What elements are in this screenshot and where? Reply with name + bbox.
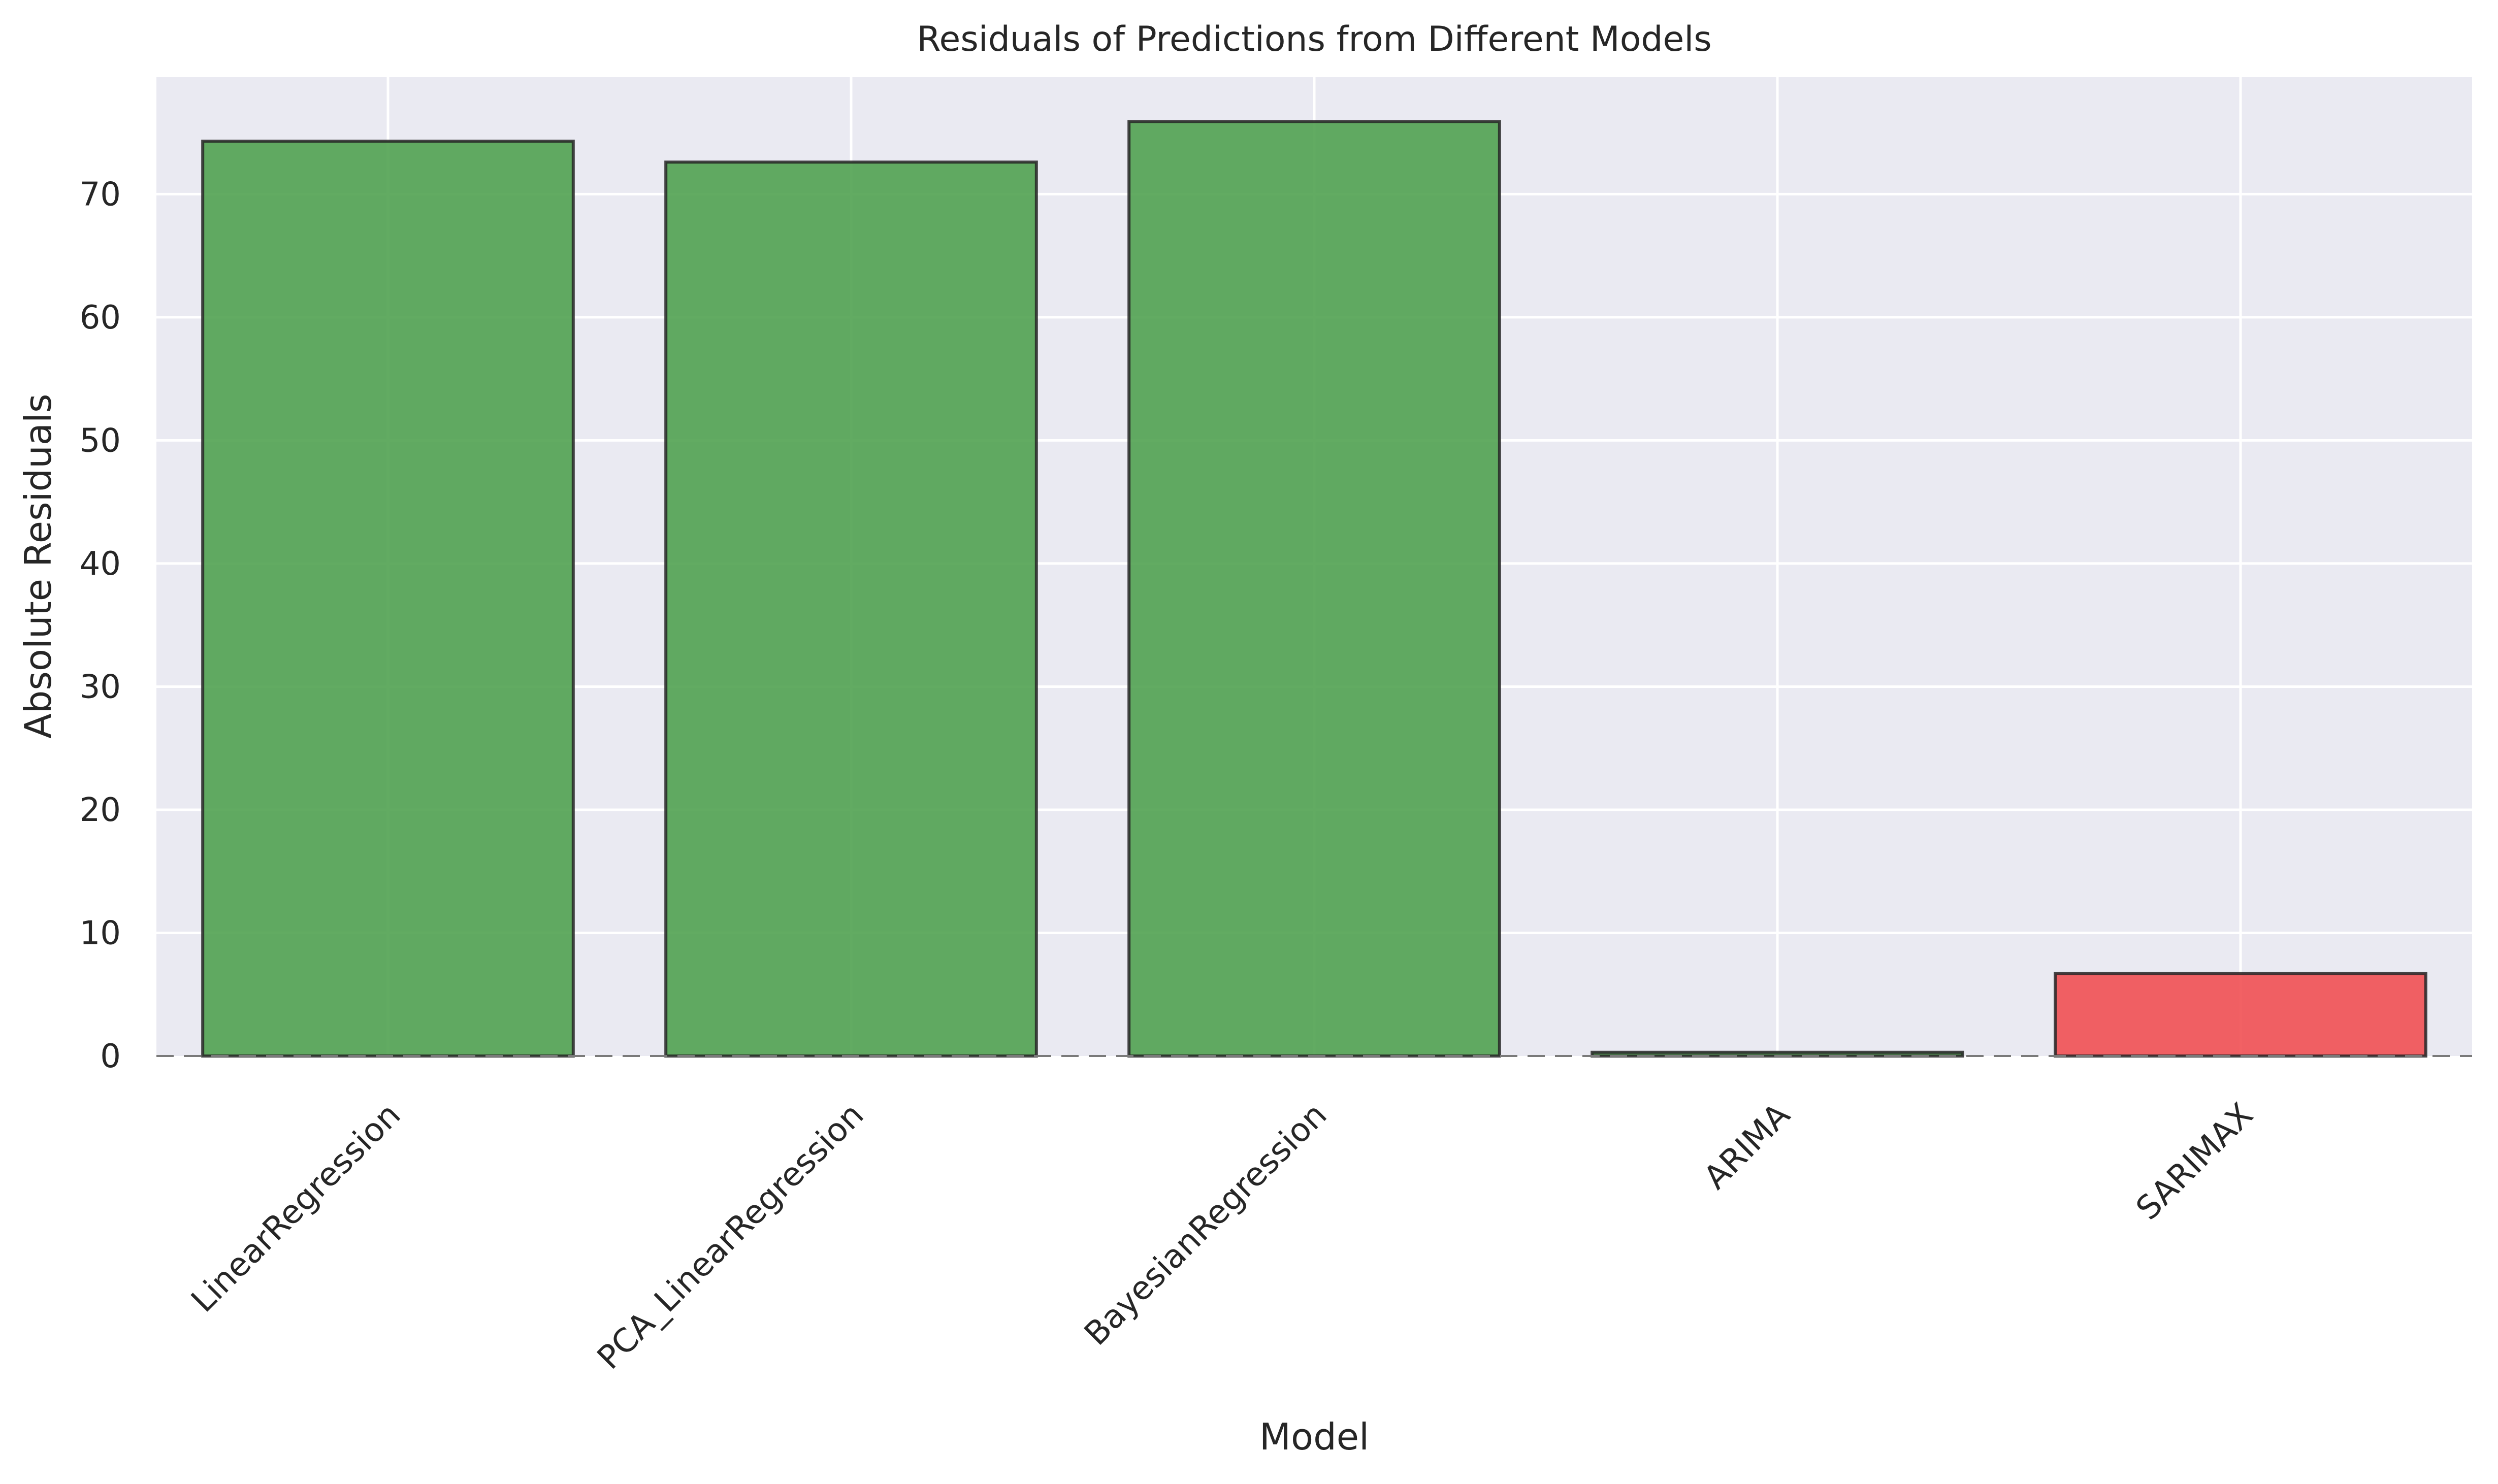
y-tick-label: 60 <box>80 299 121 337</box>
y-tick-label: 20 <box>80 792 121 829</box>
bar-linearregression <box>201 140 575 1058</box>
y-tick-label: 50 <box>80 422 121 459</box>
bars <box>201 120 2427 1058</box>
chart-title: Residuals of Predictions from Different … <box>917 19 1711 59</box>
y-axis-label: Absolute Residuals <box>17 393 59 738</box>
x-tick-labels: LinearRegression PCA_LinearRegression Baye… <box>184 1096 2261 1377</box>
x-tick-label: SARIMAX <box>2129 1096 2261 1228</box>
y-tick-labels: 0 10 20 30 40 50 60 70 <box>80 176 121 1075</box>
x-tick-label: PCA_LinearRegression <box>590 1096 871 1377</box>
x-axis-label: Model <box>1259 1415 1369 1458</box>
bar-pca-linearregression <box>664 160 1038 1058</box>
y-tick-label: 10 <box>80 914 121 952</box>
bar-sarimax <box>2054 972 2427 1058</box>
bar-bayesianregression <box>1127 120 1501 1058</box>
x-tick-label: ARIMA <box>1697 1096 1797 1197</box>
y-tick-label: 40 <box>80 545 121 583</box>
y-tick-label: 30 <box>80 668 121 706</box>
y-tick-label: 70 <box>80 176 121 213</box>
y-tick-label: 0 <box>100 1038 121 1075</box>
x-tick-label: BayesianRegression <box>1077 1096 1334 1353</box>
x-tick-label: LinearRegression <box>184 1096 408 1320</box>
